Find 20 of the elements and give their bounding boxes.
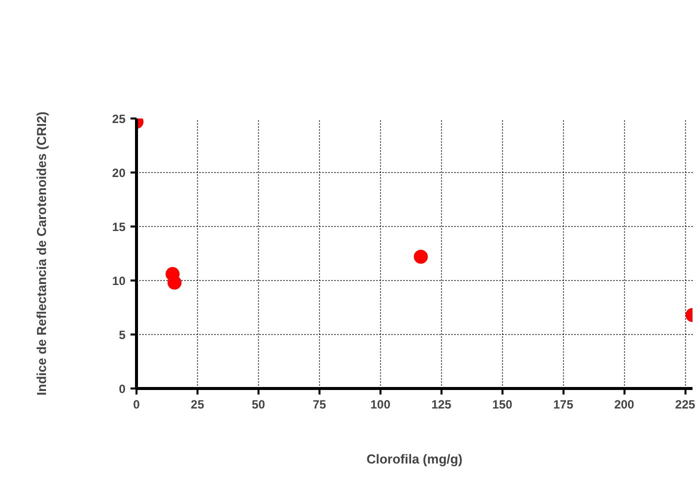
y-tick-label: 5 — [118, 328, 126, 342]
point — [168, 276, 182, 290]
y-axis-title: Indice de Reflectancia de Carotenoides (CRI2) — [34, 112, 50, 396]
x-tick-label: 125 — [431, 398, 452, 412]
x-tick-label: 75 — [312, 398, 326, 412]
x-axis-title: Clorofila (mg/g) — [366, 452, 463, 466]
x-tick-label: 175 — [553, 398, 574, 412]
point — [414, 250, 428, 264]
x-tick-label: 0 — [133, 398, 140, 412]
x-tick-label: 200 — [614, 398, 635, 412]
x-tick-label: 225 — [675, 398, 696, 412]
y-tick-label: 15 — [112, 220, 126, 234]
x-tick-label: 150 — [492, 398, 513, 412]
y-tick-label: 25 — [112, 112, 126, 126]
y-tick-label: 0 — [118, 382, 126, 396]
x-tick-label: 50 — [252, 398, 266, 412]
y-tick-label: 20 — [112, 166, 126, 180]
y-tick-label: 10 — [112, 274, 126, 288]
x-tick-label: 100 — [370, 398, 391, 412]
x-tick-label: 25 — [190, 398, 204, 412]
